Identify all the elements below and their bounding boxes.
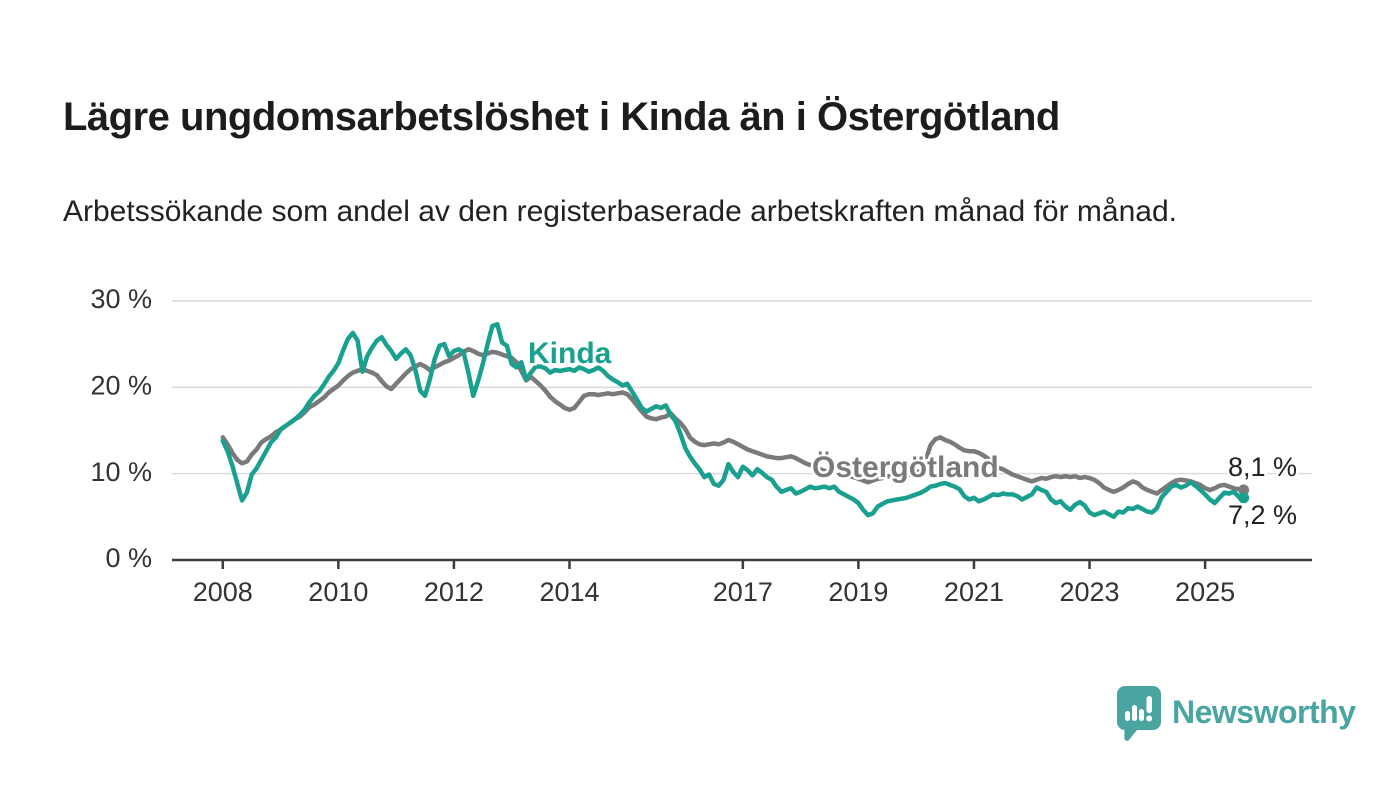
newsworthy-logo-text: Newsworthy xyxy=(1172,693,1356,730)
x-axis-label-2025: 2025 xyxy=(1175,577,1235,607)
logo-bar-large xyxy=(1139,709,1144,721)
logo-bar-medium xyxy=(1132,705,1137,721)
y-axis-label-30: 30 % xyxy=(90,284,152,314)
page-title: Lägre ungdomsarbetslöshet i Kinda än i Ö… xyxy=(63,94,1060,139)
x-axis-label-2014: 2014 xyxy=(539,577,599,607)
x-axis-label-2010: 2010 xyxy=(308,577,368,607)
newsworthy-logo-icon xyxy=(1117,686,1161,741)
ostergotland-end-dot xyxy=(1238,484,1250,496)
y-axis-label-0: 0 % xyxy=(105,543,152,573)
logo-bar-small xyxy=(1125,711,1130,721)
x-axis-label-2012: 2012 xyxy=(424,577,484,607)
page-subtitle: Arbetssökande som andel av den registerb… xyxy=(63,195,1177,228)
x-axis-label-2019: 2019 xyxy=(828,577,888,607)
kinda-end-dot xyxy=(1238,492,1250,504)
logo-exclamation-bar xyxy=(1146,696,1152,713)
end-label-ostergotland: 8,1 % xyxy=(1228,452,1297,482)
logo-exclamation-dot xyxy=(1146,715,1153,722)
series-label-kinda: Kinda xyxy=(528,337,612,370)
series-line-ostergotland xyxy=(220,347,1246,496)
newsworthy-logo[interactable]: Newsworthy xyxy=(1115,686,1356,741)
x-axis-label-2023: 2023 xyxy=(1059,577,1119,607)
end-label-kinda: 7,2 % xyxy=(1228,500,1297,530)
x-axis-label-2008: 2008 xyxy=(193,577,253,607)
series-line-kinda xyxy=(220,321,1246,520)
y-axis-label-10: 10 % xyxy=(90,457,152,487)
x-axis-label-2021: 2021 xyxy=(944,577,1004,607)
x-axis-label-2017: 2017 xyxy=(713,577,773,607)
y-axis-label-20: 20 % xyxy=(90,370,152,400)
series-label-ostergotland: Östergötland xyxy=(812,451,999,484)
